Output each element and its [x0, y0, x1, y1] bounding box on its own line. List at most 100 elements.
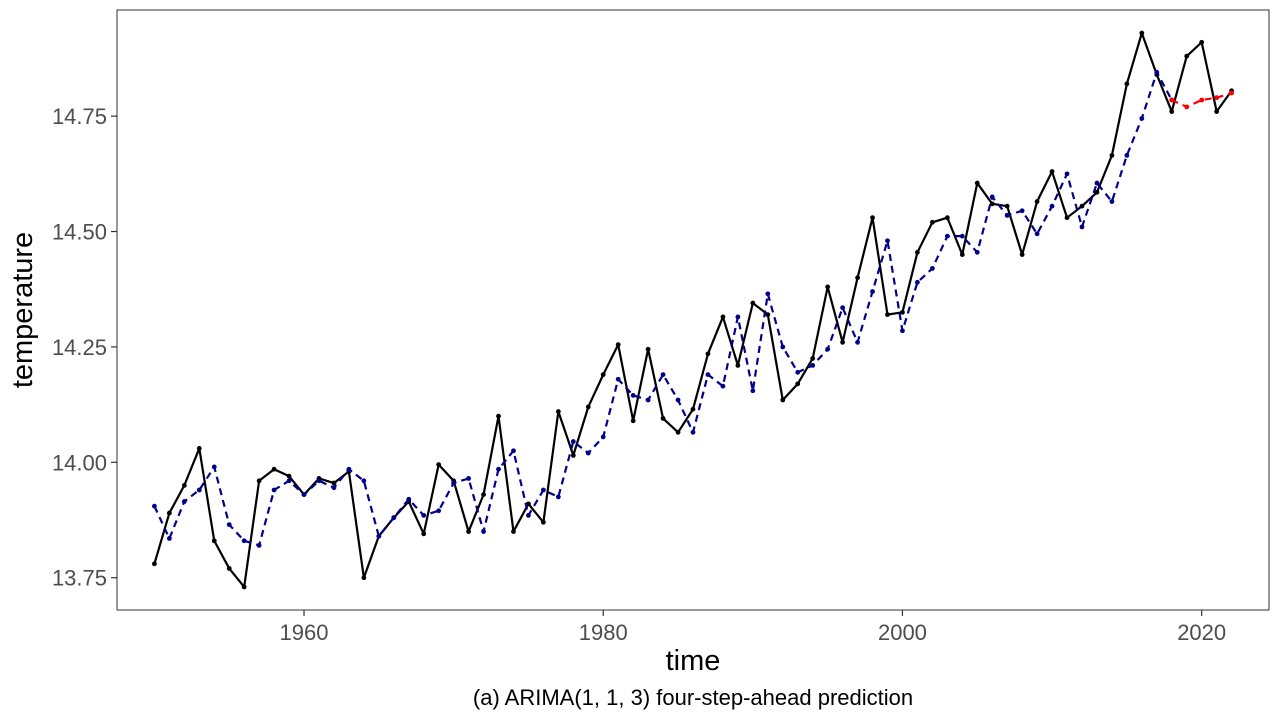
data-point-fitted — [466, 476, 471, 481]
data-point-observed — [526, 501, 531, 507]
x-axis: 1960 1980 2000 2020 — [280, 610, 1226, 645]
data-point-observed — [1139, 30, 1145, 36]
data-point-fitted — [900, 328, 905, 334]
data-point-observed — [226, 566, 232, 571]
data-point-fitted — [436, 508, 442, 514]
data-point-fitted — [705, 372, 711, 378]
data-point-fitted — [331, 485, 337, 491]
data-point-fitted — [615, 376, 621, 382]
data-point-fitted — [376, 533, 382, 539]
data-point-observed — [152, 561, 157, 567]
data-point-forecast — [1199, 97, 1205, 103]
data-point-observed — [555, 409, 561, 414]
data-point-observed — [1019, 252, 1025, 258]
data-point-observed — [256, 478, 262, 484]
data-point-observed — [885, 312, 890, 318]
data-point-fitted — [840, 305, 846, 311]
data-point-observed — [286, 473, 292, 479]
data-point-fitted — [391, 515, 397, 521]
y-axis: 13.75 14.00 14.25 14.50 14.75 — [52, 104, 117, 591]
data-point-observed — [241, 584, 247, 590]
data-point-observed — [1034, 199, 1040, 204]
y-tick-label: 14.25 — [52, 335, 107, 360]
data-point-observed — [645, 346, 651, 352]
data-point-observed — [436, 462, 442, 468]
data-point-observed — [585, 404, 591, 410]
data-point-fitted — [795, 369, 801, 375]
data-point-fitted — [1049, 203, 1055, 209]
data-point-observed — [870, 215, 875, 221]
data-point-observed — [615, 342, 621, 348]
series-line-forecast — [1171, 92, 1232, 109]
data-point-fitted — [690, 429, 696, 435]
data-point-observed — [570, 452, 576, 458]
data-point-observed — [735, 362, 741, 368]
data-point-observed — [540, 519, 546, 525]
data-point-forecast — [1169, 97, 1175, 103]
data-point-observed — [810, 356, 816, 361]
data-point-fitted — [720, 383, 726, 389]
data-point-fitted — [735, 314, 741, 320]
data-point-fitted — [406, 496, 412, 502]
data-point-fitted — [1154, 69, 1160, 75]
data-point-observed — [765, 312, 771, 318]
data-point-observed — [660, 416, 666, 421]
data-point-observed — [944, 215, 950, 221]
series-layer — [152, 30, 1234, 590]
data-point-fitted — [301, 492, 307, 498]
data-point-observed — [1094, 189, 1100, 195]
data-point-observed — [211, 538, 217, 544]
data-point-observed — [421, 531, 427, 537]
data-point-observed — [1184, 53, 1190, 59]
data-point-observed — [196, 446, 202, 451]
data-point-observed — [481, 492, 486, 498]
data-point-observed — [675, 429, 681, 435]
data-point-fitted — [286, 478, 292, 484]
data-point-fitted — [570, 439, 576, 444]
data-point-fitted — [152, 503, 157, 509]
y-tick-label: 14.75 — [52, 104, 107, 129]
y-tick-label: 13.75 — [52, 566, 107, 591]
data-point-forecast — [1184, 104, 1190, 110]
data-point-observed — [181, 482, 187, 488]
series-line-fitted — [153, 71, 1173, 547]
chart-caption: (a) ARIMA(1, 1, 3) four-step-ahead predi… — [473, 685, 913, 710]
data-point-fitted — [810, 362, 816, 368]
data-point-fitted — [241, 538, 247, 544]
data-point-observed — [1004, 203, 1010, 209]
data-point-fitted — [885, 238, 890, 244]
data-point-observed — [496, 413, 501, 419]
data-point-observed — [974, 180, 980, 186]
data-point-fitted — [1109, 199, 1115, 204]
y-tick-label: 14.00 — [52, 450, 107, 475]
data-point-observed — [915, 249, 920, 255]
data-point-observed — [466, 529, 471, 534]
data-point-fitted — [630, 392, 636, 398]
data-point-fitted — [226, 522, 232, 528]
data-point-fitted — [481, 529, 486, 534]
data-point-fitted — [511, 448, 516, 454]
data-point-fitted — [421, 512, 427, 518]
data-point-forecast — [1229, 90, 1234, 96]
data-point-observed — [600, 372, 606, 378]
data-point-fitted — [915, 279, 920, 285]
data-point-observed — [1109, 152, 1115, 158]
data-point-fitted — [959, 233, 965, 239]
data-point-fitted — [645, 397, 651, 403]
data-point-observed — [855, 275, 860, 281]
x-tick-label: 2000 — [878, 620, 927, 645]
x-tick-label: 1960 — [280, 620, 329, 645]
data-point-observed — [1214, 109, 1220, 114]
data-point-observed — [720, 314, 726, 320]
data-point-fitted — [1019, 208, 1025, 214]
data-point-observed — [630, 418, 636, 424]
data-point-fitted — [929, 266, 935, 271]
y-tick-label: 14.50 — [52, 220, 107, 245]
data-point-fitted — [1094, 180, 1100, 186]
data-point-fitted — [361, 478, 367, 484]
data-point-observed — [331, 480, 337, 486]
data-point-fitted — [1064, 171, 1070, 177]
data-point-fitted — [944, 233, 950, 239]
data-point-observed — [1064, 215, 1070, 221]
data-point-fitted — [496, 466, 501, 472]
